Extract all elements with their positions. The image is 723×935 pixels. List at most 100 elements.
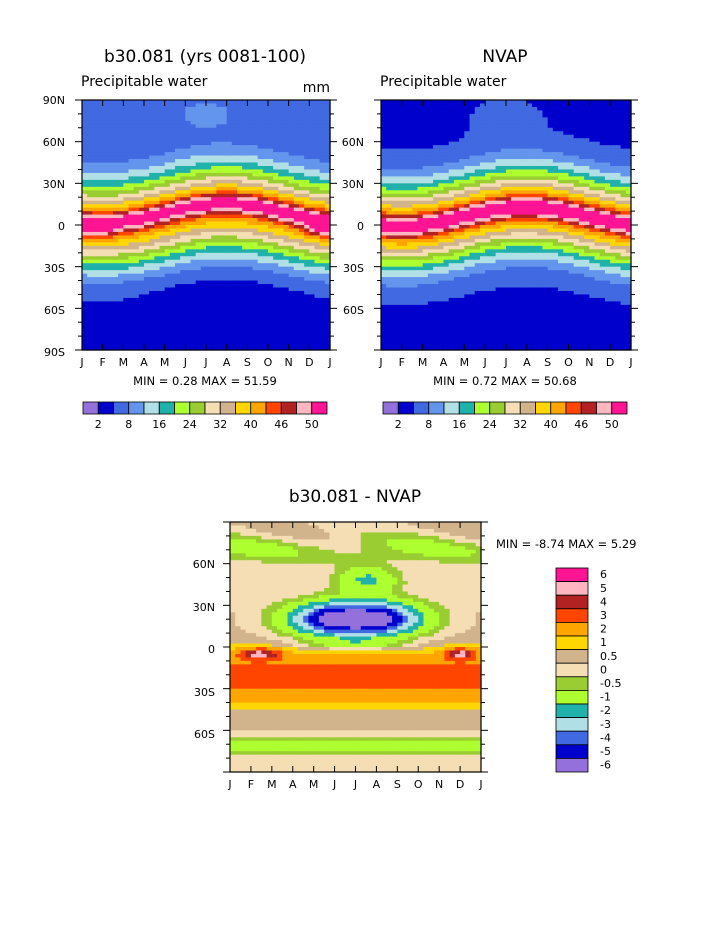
heat-cell: [453, 343, 460, 348]
heat-cell: [107, 273, 114, 278]
heat-cell: [185, 336, 192, 341]
heat-cell: [464, 311, 471, 316]
heat-cell: [314, 297, 321, 302]
heat-cell: [195, 277, 202, 282]
heat-cell: [278, 120, 285, 125]
heat-cell: [195, 113, 202, 118]
heat-cell: [144, 197, 150, 202]
heat-cell: [149, 127, 155, 132]
heat-cell: [159, 169, 166, 174]
heat-cell: [133, 315, 140, 320]
heat-cell: [252, 249, 259, 254]
heat-cell: [464, 100, 471, 105]
heat-cell: [314, 284, 321, 289]
heat-cell: [273, 117, 279, 122]
heat-cell: [299, 214, 305, 219]
heat-cell: [123, 329, 130, 334]
heat-cell: [200, 290, 207, 296]
heat-cell: [159, 336, 166, 341]
heat-cell: [216, 273, 223, 278]
heat-cell: [206, 186, 212, 191]
heat-cell: [138, 117, 145, 122]
heat-cell: [324, 152, 331, 157]
heat-cell: [396, 106, 403, 112]
heat-cell: [169, 346, 176, 351]
colorbar-label: 40: [244, 418, 258, 431]
heat-cell: [453, 308, 460, 313]
heat-cell: [319, 100, 326, 105]
heat-cell: [159, 280, 166, 285]
heat-cell: [386, 256, 393, 261]
heat-cell: [427, 179, 434, 184]
heat-cell: [200, 325, 207, 330]
heat-cell: [252, 172, 259, 177]
heat-cell: [469, 245, 476, 250]
heat-cell: [412, 346, 419, 351]
heat-cell: [324, 186, 331, 191]
heat-cell: [113, 332, 119, 337]
heat-cell: [118, 159, 124, 164]
heat-cell: [433, 100, 439, 105]
heat-cell: [474, 238, 481, 243]
heat-cell: [231, 339, 238, 344]
heat-cell: [304, 193, 310, 198]
heat-cell: [175, 273, 181, 278]
heat-cell: [262, 322, 269, 327]
heat-cell: [391, 228, 398, 233]
heat-cell: [401, 106, 408, 112]
model-ytick-30S: 30S: [44, 262, 65, 275]
heat-cell: [299, 179, 305, 184]
heat-cell: [190, 165, 197, 171]
heat-cell: [118, 190, 124, 195]
heat-cell: [304, 113, 310, 118]
heat-cell: [401, 245, 408, 250]
heat-cell: [453, 214, 460, 219]
heat-cell: [231, 204, 238, 209]
heat-cell: [216, 231, 223, 237]
heat-cell: [433, 297, 439, 302]
heat-cell: [438, 145, 445, 150]
heat-cell: [288, 106, 295, 112]
heat-cell: [391, 343, 398, 348]
heat-cell: [262, 294, 269, 299]
heat-cell: [304, 290, 310, 296]
heat-cell: [469, 252, 476, 257]
heat-cell: [386, 186, 393, 191]
heat-cell: [226, 207, 233, 212]
heat-cell: [273, 152, 279, 157]
heat-cell: [97, 113, 104, 118]
heat-cell: [257, 190, 264, 195]
heat-cell: [324, 183, 331, 188]
heat-cell: [427, 297, 434, 302]
heat-cell: [278, 127, 285, 132]
heat-cell: [433, 141, 439, 146]
heat-cell: [268, 263, 274, 268]
obs-panel: NVAP Precipitable water 60N 30N 0 30S 60…: [342, 47, 638, 431]
heat-cell: [175, 339, 181, 344]
heat-cell: [448, 162, 455, 167]
heat-cell: [118, 315, 124, 320]
heat-cell: [453, 287, 460, 292]
heat-cell: [102, 100, 109, 105]
heat-cell: [149, 190, 155, 195]
heat-cell: [175, 183, 181, 188]
heat-cell: [190, 231, 197, 237]
heat-cell: [433, 113, 439, 118]
heat-cell: [97, 190, 104, 195]
heat-cell: [453, 290, 460, 296]
heat-cell: [133, 103, 140, 108]
heat-cell: [427, 117, 434, 122]
heat-cell: [195, 249, 202, 254]
heat-cell: [237, 165, 243, 171]
heat-cell: [293, 231, 300, 237]
heat-cell: [459, 176, 465, 181]
heat-cell: [417, 148, 424, 153]
heat-cell: [175, 221, 181, 226]
heat-cell: [314, 176, 321, 181]
heat-cell: [314, 148, 321, 153]
heat-cell: [128, 301, 135, 306]
heat-cell: [87, 204, 93, 209]
heat-cell: [407, 228, 413, 233]
heat-cell: [237, 273, 243, 278]
heat-cell: [299, 204, 305, 209]
